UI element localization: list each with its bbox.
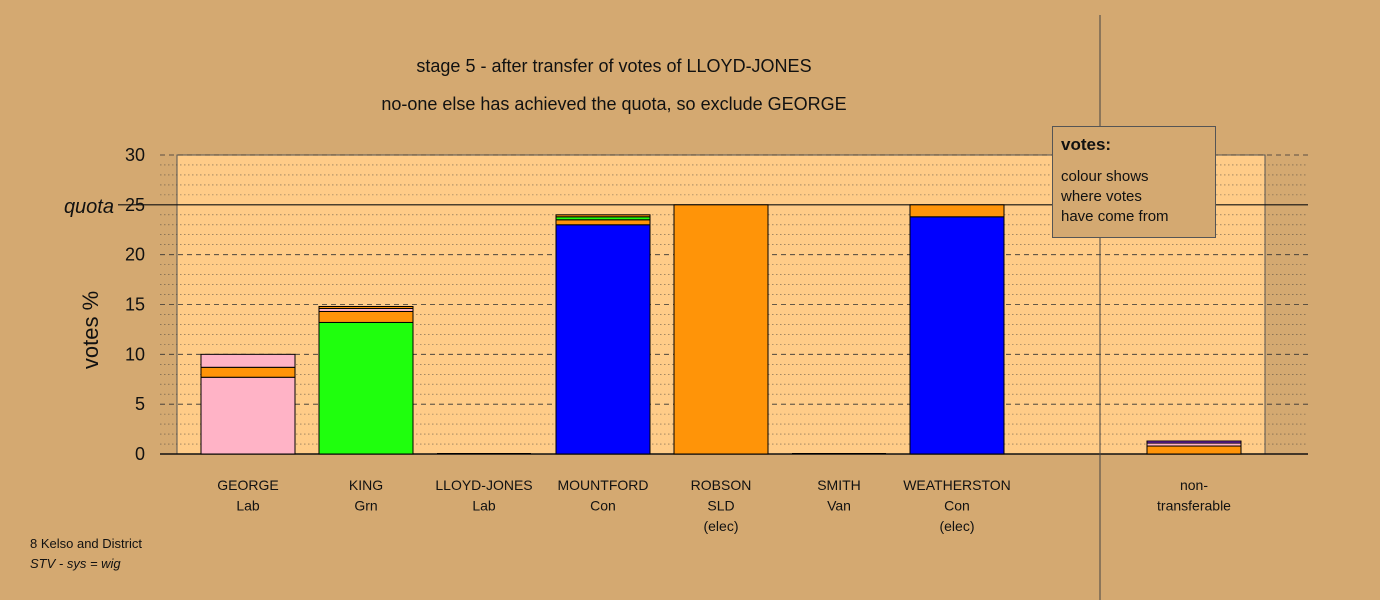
- footer-district: 8 Kelso and District: [30, 536, 142, 551]
- bar-segment: [909, 204, 1005, 218]
- category-label: GEORGE: [217, 477, 278, 493]
- y-axis-label: votes %: [78, 291, 103, 369]
- category-label: non-: [1180, 477, 1208, 493]
- category-label: SMITH: [817, 477, 861, 493]
- bar-segment: [200, 376, 296, 455]
- bar-segment: [673, 204, 769, 455]
- legend-box: votes: colour shows where votes have com…: [1052, 126, 1216, 238]
- y-tick-label: 30: [125, 145, 145, 165]
- category-label: (elec): [939, 518, 974, 534]
- chart-title: stage 5 - after transfer of votes of LLO…: [416, 56, 811, 76]
- legend-heading: votes:: [1061, 135, 1112, 154]
- legend-line-2: where votes: [1061, 188, 1142, 205]
- legend-line-1: colour shows: [1061, 168, 1149, 185]
- legend-line-3: have come from: [1061, 208, 1169, 225]
- category-label: Lab: [472, 498, 496, 514]
- quota-label: quota: [64, 196, 114, 218]
- category-label: SLD: [707, 498, 734, 514]
- category-label: Van: [827, 498, 851, 514]
- category-label: KING: [349, 477, 383, 493]
- y-tick-label: 0: [135, 444, 145, 464]
- y-tick-label: 10: [125, 344, 145, 364]
- bar-segment: [318, 310, 414, 323]
- bar-segment: [318, 305, 414, 309]
- category-label: Con: [590, 498, 616, 514]
- category-label: Grn: [354, 498, 377, 514]
- y-tick-label: 25: [125, 195, 145, 215]
- y-tick-label: 5: [135, 394, 145, 414]
- bar-segment: [909, 216, 1005, 455]
- bar-segment: [200, 353, 296, 368]
- y-tick-label: 15: [125, 295, 145, 315]
- bar-segment: [318, 321, 414, 455]
- category-label: Con: [944, 498, 970, 514]
- bar-segment: [555, 224, 651, 455]
- category-label: MOUNTFORD: [558, 477, 649, 493]
- category-label: ROBSON: [691, 477, 752, 493]
- category-label: (elec): [703, 518, 738, 534]
- category-label: WEATHERSTON: [903, 477, 1011, 493]
- chart-subtitle: no-one else has achieved the quota, so e…: [381, 94, 846, 114]
- footer-system: STV - sys = wig: [30, 556, 121, 571]
- category-label: LLOYD-JONES: [435, 477, 532, 493]
- category-label: transferable: [1157, 498, 1231, 514]
- category-label: Lab: [236, 498, 260, 514]
- bar-segment: [200, 366, 296, 378]
- bar-segment: [555, 219, 651, 226]
- y-tick-label: 20: [125, 245, 145, 265]
- bar-segment: [1146, 445, 1242, 455]
- bar-segment: [555, 214, 651, 218]
- bar-segment: [1146, 440, 1242, 444]
